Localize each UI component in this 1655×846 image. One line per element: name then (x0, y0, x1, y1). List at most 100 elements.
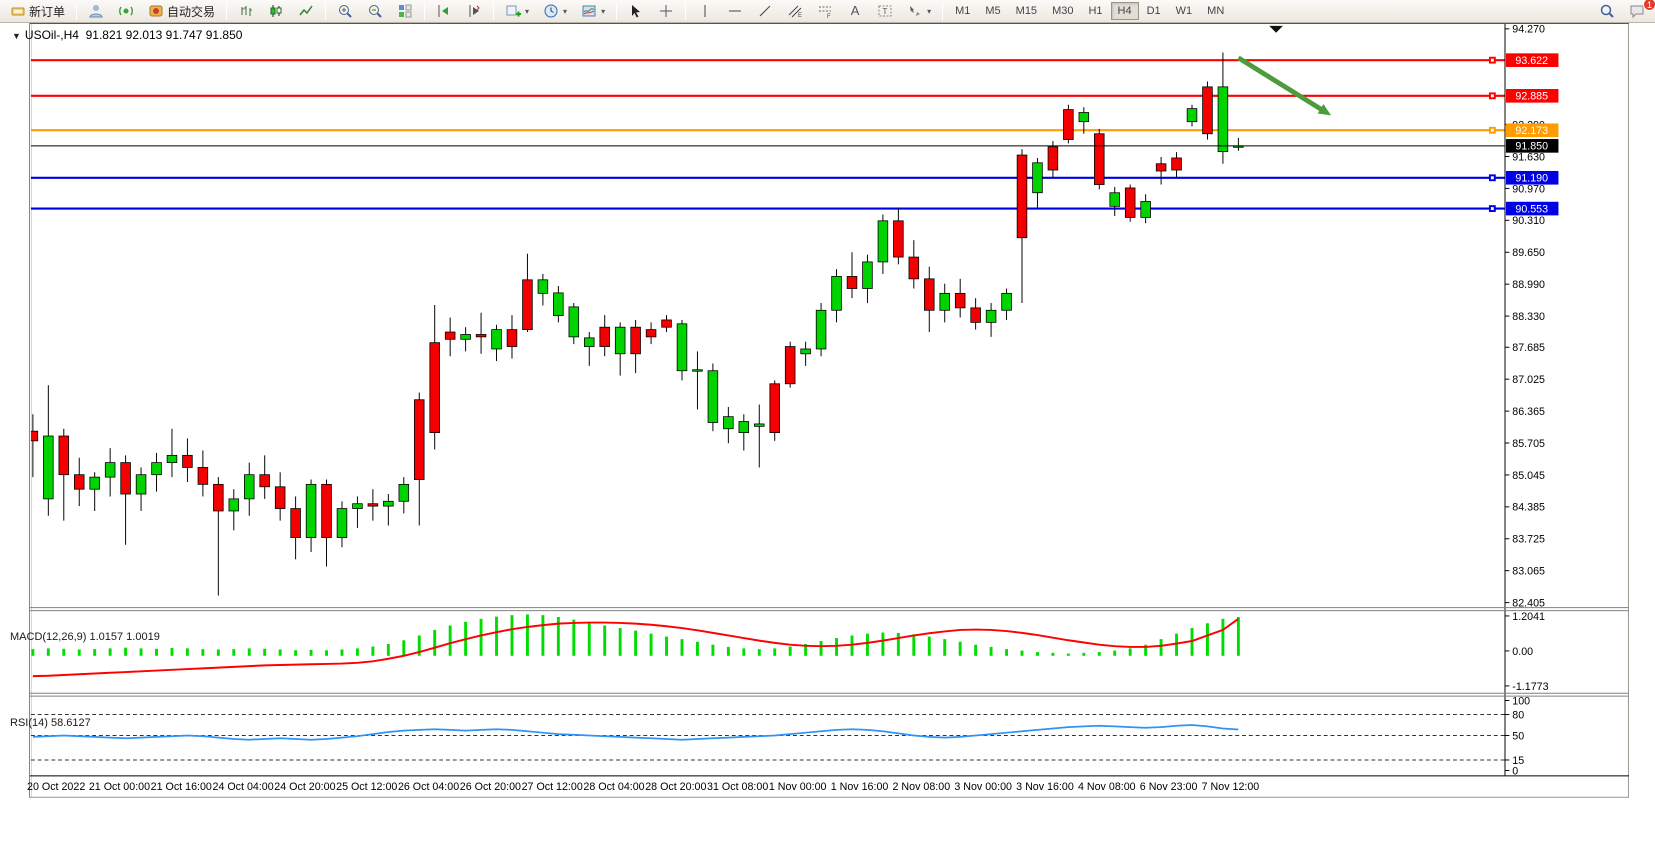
text-tool-button[interactable]: A (841, 1, 869, 21)
market-watch-button[interactable] (82, 1, 110, 21)
fibonacci-icon: F (817, 3, 833, 20)
search-button[interactable] (1593, 1, 1621, 21)
timeframe-D1[interactable]: D1 (1146, 5, 1161, 17)
rsi-tick-label: 15 (1512, 755, 1524, 767)
svg-text:T: T (883, 7, 888, 16)
cursor-tool-button[interactable] (622, 1, 650, 21)
candle-bull (1001, 292, 1012, 311)
price-axis-area[interactable] (1505, 24, 1627, 775)
auto-trading-button[interactable]: 自动交易 (142, 1, 221, 21)
chart-window: ▼ USOil-,H4 91.821 92.013 91.747 91.850 M… (0, 23, 1655, 822)
crosshair-icon (658, 3, 674, 19)
vertical-line-tool-button[interactable] (691, 1, 719, 21)
date-label: 6 Nov 23:00 (1140, 781, 1198, 793)
candle-bear (1016, 154, 1028, 239)
date-label: 27 Oct 12:00 (522, 781, 583, 793)
macd-label: MACD(12,26,9) 1.0157 1.0019 (10, 631, 160, 643)
price-tick-label: 88.330 (1512, 311, 1545, 323)
tile-windows-button[interactable] (391, 1, 419, 21)
candlestick-chart-button[interactable] (262, 1, 290, 21)
timeframe-H1[interactable]: H1 (1088, 5, 1103, 17)
date-label: 28 Oct 04:00 (583, 781, 644, 793)
timeframe-MN[interactable]: MN (1207, 5, 1225, 17)
chart-shift-marker-icon[interactable] (1269, 25, 1283, 33)
bar-chart-icon (238, 3, 254, 19)
price-tick-label: 89.650 (1512, 247, 1545, 259)
price-badge (1505, 123, 1559, 138)
horizontal-line-tool-button[interactable] (721, 1, 749, 21)
timeframe-M15[interactable]: M15 (1015, 5, 1038, 17)
arrow-shaft[interactable] (1237, 55, 1325, 113)
horizontal-line-icon (727, 3, 743, 19)
channel-tool-button[interactable]: E (781, 1, 809, 21)
candle-bull (568, 306, 580, 338)
candle-bull (1109, 192, 1120, 207)
arrow-head-icon[interactable] (1317, 104, 1332, 116)
date-label: 25 Oct 12:00 (336, 781, 397, 793)
signals-button[interactable] (112, 1, 140, 21)
candle-bull (877, 220, 889, 263)
text-label-tool-button[interactable]: T (871, 1, 899, 21)
candle-bull (89, 476, 100, 490)
bar-chart-button[interactable] (232, 1, 260, 21)
arrows-icon (907, 3, 923, 19)
trendline-icon (757, 3, 773, 19)
trendline-tool-button[interactable] (751, 1, 779, 21)
template-button[interactable]: ▾ (575, 1, 611, 21)
candle-bull (1186, 108, 1198, 123)
candle-bear (475, 334, 487, 338)
annotation-arrow[interactable] (1237, 55, 1332, 116)
price-badge-label: 91.850 (1515, 141, 1548, 153)
add-indicator-button[interactable]: ▾ (499, 1, 535, 21)
timeframe-W1[interactable]: W1 (1175, 5, 1193, 17)
price-badge-label: 92.885 (1515, 91, 1548, 103)
notifications-button[interactable]: 1 (1623, 0, 1655, 21)
collapse-triangle-icon[interactable]: ▼ (12, 31, 21, 41)
chart-shift-button[interactable] (460, 1, 488, 21)
candle-bear (414, 399, 425, 480)
timeframe-M1[interactable]: M1 (955, 5, 971, 17)
timeframe-M5[interactable]: M5 (985, 5, 1001, 17)
new-order-icon (10, 3, 26, 19)
line-chart-button[interactable] (292, 1, 320, 21)
candle-bear (893, 220, 904, 258)
candle-bear (1124, 187, 1136, 218)
period-button[interactable]: ▾ (537, 1, 573, 21)
fibonacci-tool-button[interactable]: F (811, 1, 839, 21)
zoom-out-button[interactable] (361, 1, 389, 21)
horizontal-lines (30, 56, 1505, 212)
arrows-tool-button[interactable]: ▾ (901, 1, 937, 21)
rsi-tick-label: 80 (1512, 709, 1524, 721)
toolbar-separator (493, 2, 495, 20)
candlestick-icon (268, 3, 284, 19)
time-axis-area[interactable] (31, 776, 1505, 796)
zoom-in-button[interactable] (331, 1, 359, 21)
date-label: 21 Oct 00:00 (89, 781, 150, 793)
rsi-indicator: 100 80 50 150 (30, 695, 1530, 777)
candle-bear (954, 292, 966, 309)
candle-bull (305, 483, 317, 538)
date-label: 31 Oct 08:00 (707, 781, 768, 793)
toolbar-separator (424, 2, 426, 20)
candle-bull (228, 498, 240, 512)
chart-shift-icon (466, 3, 482, 19)
candle-bear (1047, 146, 1059, 171)
price-badge (1505, 89, 1559, 103)
candle-bear (1094, 133, 1105, 185)
price-tick-label: 83.725 (1512, 534, 1545, 546)
price-tick-label: 83.065 (1512, 566, 1545, 578)
crosshair-tool-button[interactable] (652, 1, 680, 21)
candle-bull (460, 334, 471, 340)
toolbar-separator (226, 2, 228, 20)
signal-icon (118, 3, 134, 19)
new-order-button[interactable]: 新订单 (4, 1, 71, 21)
candle-bear (73, 474, 85, 490)
timeframe-M30[interactable]: M30 (1052, 5, 1074, 17)
candle-bear (908, 256, 920, 280)
auto-scroll-button[interactable] (430, 1, 458, 21)
auto-scroll-icon (436, 3, 452, 19)
candle-bear (213, 483, 224, 512)
candle-bear (58, 435, 70, 476)
vertical-line-icon (697, 3, 713, 19)
timeframe-H4[interactable]: H4 (1110, 2, 1139, 20)
